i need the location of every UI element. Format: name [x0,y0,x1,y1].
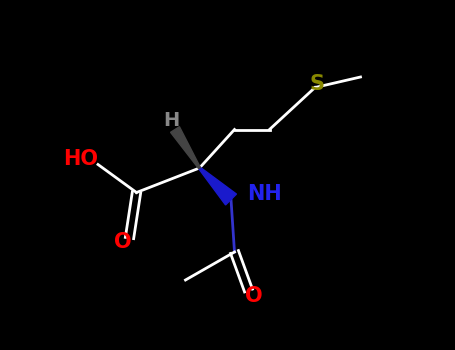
Text: O: O [245,286,263,306]
Text: O: O [114,231,131,252]
Text: HO: HO [63,149,98,169]
Text: H: H [163,111,180,130]
Polygon shape [171,127,200,169]
Polygon shape [199,167,237,205]
Text: S: S [309,74,324,94]
Text: NH: NH [247,184,282,204]
